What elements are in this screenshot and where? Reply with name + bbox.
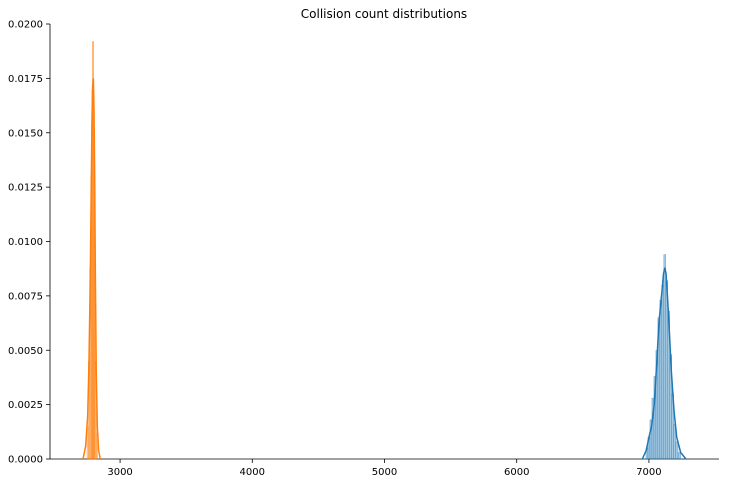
series-0 bbox=[82, 41, 101, 460]
histogram-bar bbox=[675, 441, 679, 460]
plot-area bbox=[82, 41, 687, 460]
y-axis: 0.0000 0.0025 0.0050 0.0075 0.0100 0.0125 0.01… bbox=[8, 20, 51, 466]
y-tick-label: 0.0050 bbox=[8, 346, 43, 357]
x-axis: 3000 4000 5000 6000 7000 bbox=[50, 458, 719, 478]
kde-line bbox=[641, 267, 687, 460]
histogram-bar bbox=[677, 452, 681, 460]
x-tick-label: 6000 bbox=[504, 467, 529, 478]
y-tick-label: 0.0075 bbox=[8, 291, 43, 302]
kde-line bbox=[82, 78, 101, 460]
x-tick-label: 7000 bbox=[636, 467, 661, 478]
y-tick-label: 0.0025 bbox=[8, 400, 43, 411]
histogram-bar bbox=[659, 299, 663, 460]
y-tick-label: 0.0000 bbox=[8, 455, 43, 466]
y-tick-label: 0.0200 bbox=[8, 20, 43, 31]
y-tick-label: 0.0150 bbox=[8, 128, 43, 139]
y-tick-label: 0.0175 bbox=[8, 74, 43, 85]
x-tick-label: 4000 bbox=[240, 467, 265, 478]
histogram-bar bbox=[96, 432, 98, 460]
y-tick-label: 0.0100 bbox=[8, 237, 43, 248]
histogram-bar bbox=[663, 254, 667, 460]
histogram-bar bbox=[661, 284, 665, 460]
x-tick-label: 5000 bbox=[372, 467, 397, 478]
y-tick-label: 0.0125 bbox=[8, 183, 43, 194]
series-1 bbox=[641, 254, 687, 460]
x-tick-label: 3000 bbox=[107, 467, 132, 478]
chart-title: Collision count distributions bbox=[301, 7, 467, 21]
